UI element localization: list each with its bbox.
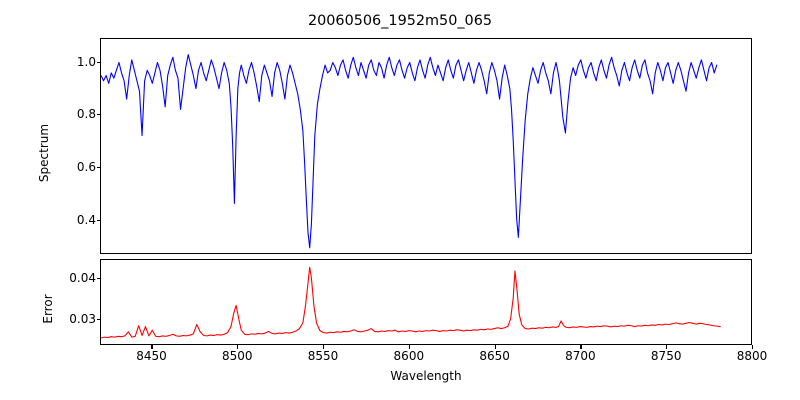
spectrum-y-tickmark-2 — [96, 114, 100, 116]
x-tick-3: 8600 — [393, 349, 425, 363]
spectrum-y-axis-label: Spectrum — [37, 123, 51, 183]
x-tick-7: 8800 — [736, 349, 768, 363]
x-tick-6: 8750 — [650, 349, 682, 363]
x-tick-0: 8450 — [136, 349, 167, 363]
spectrum-y-tick-1: 0.6 — [76, 160, 96, 175]
x-tick-4: 8650 — [479, 349, 510, 363]
spectrum-panel — [100, 38, 752, 254]
figure-title: 20060506_1952m50_065 — [307, 13, 493, 29]
x-tickmark-0 — [151, 345, 153, 349]
x-tick-2: 8550 — [307, 349, 339, 363]
x-axis-label: Wavelength — [390, 369, 462, 383]
error-y-tickmark-1 — [96, 277, 100, 279]
error-series-line — [101, 266, 721, 339]
x-tick-5: 8700 — [565, 349, 596, 363]
error-y-tick-1: 0.04 — [69, 270, 96, 285]
spectrum-y-tick-3: 1.0 — [76, 54, 96, 69]
error-y-tick-0: 0.03 — [69, 312, 96, 327]
spectrum-y-tick-labels: 0.4 0.6 0.8 1.0 — [52, 38, 96, 254]
error-y-tickmark-0 — [96, 319, 100, 321]
x-tickmark-7 — [752, 345, 754, 349]
error-y-tick-labels: 0.03 0.04 — [52, 259, 96, 345]
error-panel — [100, 259, 752, 345]
x-tick-1: 8500 — [221, 349, 253, 363]
x-tickmark-3 — [408, 345, 410, 349]
error-line-plot — [101, 266, 721, 339]
x-tickmark-2 — [323, 345, 325, 349]
spectrum-y-tickmark-3 — [96, 61, 100, 63]
spectrum-y-tick-0: 0.4 — [76, 212, 96, 227]
spectrum-y-tickmark-0 — [96, 219, 100, 221]
x-tickmark-5 — [580, 345, 582, 349]
spectrum-line-plot — [101, 54, 718, 249]
spectrum-y-tickmark-1 — [96, 167, 100, 169]
spectrum-series-line — [101, 54, 718, 249]
x-tickmark-4 — [494, 345, 496, 349]
spectrum-y-tick-2: 0.8 — [76, 107, 96, 122]
error-y-axis-label: Error — [41, 294, 55, 324]
x-tickmark-1 — [237, 345, 239, 349]
x-tickmark-6 — [666, 345, 668, 349]
